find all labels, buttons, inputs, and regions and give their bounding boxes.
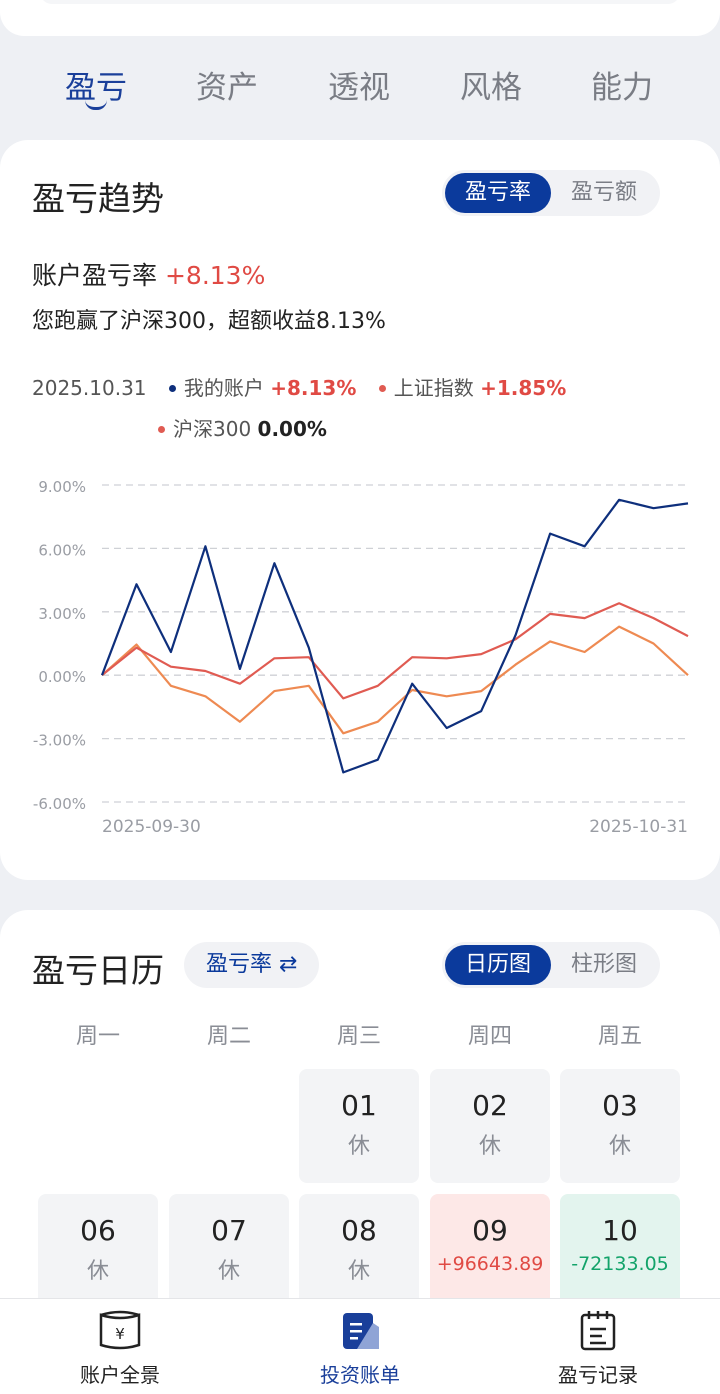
day-profit-amount: -72133.05 [571,1253,669,1275]
legend-dot-account [168,384,176,392]
y-tick-label: -3.00% [33,732,86,750]
nav-label: 投资账单 [320,1363,400,1387]
profit-trend-chart[interactable]: 9.00% 6.00% 3.00% 0.00% -3.00% -6.00% 2025-09-… [0,470,720,850]
y-tick-label: 3.00% [38,605,86,623]
calendar-day[interactable]: 06 休 [38,1194,158,1308]
tab-style[interactable]: 风格 [460,70,522,106]
benchmark-summary: 您跑赢了沪深300，超额收益8.13% [32,309,386,334]
weekday-fri: 周五 [597,1024,642,1049]
day-number: 09 [472,1214,508,1247]
nav-label: 账户全景 [80,1363,160,1387]
weekday-tue: 周二 [206,1024,251,1049]
legend-name-account: 我的账户 [183,376,264,400]
day-status: 休 [347,1134,370,1159]
day-status: 休 [217,1259,240,1284]
day-status: 休 [608,1134,631,1159]
y-tick-label: 6.00% [38,541,86,559]
legend-dot-csi300 [158,425,165,433]
nav-label: 盈亏记录 [558,1363,638,1387]
top-summary-card [0,0,720,36]
calendar-day-loss[interactable]: 10 -72133.05 [560,1194,680,1308]
nav-profit-records[interactable]: 盈亏记录 [518,1309,678,1388]
analysis-tabs: 盈亏 资产 透视 风格 能力 [0,56,720,126]
chart-legend-row-1: 2025.10.31 我的账户 +8.13% 上证指数 +1.85% [32,372,566,401]
series-line [101,625,689,735]
calendar-day[interactable]: 01 休 [299,1069,419,1183]
account-rate-value: +8.13% [164,261,266,290]
legend-name-sse: 上证指数 [393,376,474,400]
day-number: 08 [341,1214,377,1247]
calendar-title: 盈亏日历 [32,951,164,990]
nav-investment-bill[interactable]: 投资账单 [280,1309,440,1388]
toggle-calendar-view[interactable]: 日历图 [445,945,552,985]
profit-calendar-card: 盈亏日历 盈亏率 ⇄ 日历图 柱形图 周一 周二 周三 周四 周五 01 休 0… [0,910,720,1330]
day-status: 休 [478,1134,501,1159]
svg-text:¥: ¥ [115,1325,125,1343]
legend-value-sse: +1.85% [480,376,567,400]
x-start-label: 2025-09-30 [102,817,201,837]
account-rate: 账户盈亏率 +8.13% [32,256,265,292]
day-status: 休 [86,1259,109,1284]
legend-name-csi300: 沪深300 [173,417,252,441]
tab-ability[interactable]: 能力 [591,70,653,106]
day-number: 02 [472,1089,508,1122]
calendar-day[interactable]: 07 休 [169,1194,289,1308]
legend-value-csi300: 0.00% [257,417,327,441]
calendar-day[interactable]: 08 休 [299,1194,419,1308]
day-number: 07 [211,1214,247,1247]
chart-legend-row-2: 沪深300 0.00% [142,413,327,442]
calendar-day-gain[interactable]: 09 +96643.89 [430,1194,550,1308]
legend-date: 2025.10.31 [32,376,147,400]
x-end-label: 2025-10-31 [589,817,688,837]
toggle-rate[interactable]: 盈亏率 [445,173,552,213]
day-status: 休 [347,1259,370,1284]
day-profit-amount: +96643.89 [436,1253,544,1275]
toggle-amount[interactable]: 盈亏额 [571,180,638,205]
weekday-wed: 周三 [336,1024,381,1049]
top-summary-inner [40,0,680,4]
calendar-view-toggle: 日历图 柱形图 [442,942,661,988]
weekday-mon: 周一 [75,1024,120,1049]
y-tick-label: 9.00% [38,478,86,496]
day-number: 10 [602,1214,638,1247]
weekday-thu: 周四 [467,1024,512,1049]
day-number: 01 [341,1089,377,1122]
wallet-icon: ¥ [99,1310,141,1350]
tab-active-indicator [85,100,107,110]
legend-value-account: +8.13% [270,376,357,400]
document-icon [343,1313,379,1349]
day-number: 06 [80,1214,116,1247]
tab-perspective[interactable]: 透视 [328,70,390,106]
trend-mode-toggle: 盈亏率 盈亏额 [442,170,661,216]
calendar-metric-switch[interactable]: 盈亏率 ⇄ [184,942,320,988]
day-number: 03 [602,1089,638,1122]
bottom-navigation: ¥ 账户全景 投资账单 盈亏记录 [0,1298,720,1394]
tab-assets[interactable]: 资产 [196,70,258,106]
legend-dot-sse [378,384,386,392]
series-line [100,498,689,774]
account-rate-label: 账户盈亏率 [32,261,158,290]
toggle-bar-view[interactable]: 柱形图 [571,952,638,977]
trend-title: 盈亏趋势 [32,179,164,218]
nav-account-overview[interactable]: ¥ 账户全景 [40,1309,200,1388]
calendar-day[interactable]: 03 休 [560,1069,680,1183]
clipboard-icon [580,1311,616,1351]
series-line [101,602,689,700]
profit-trend-card: 盈亏趋势 盈亏率 盈亏额 账户盈亏率 +8.13% 您跑赢了沪深300，超额收益… [0,140,720,880]
calendar-day[interactable]: 02 休 [430,1069,550,1183]
y-tick-label: 0.00% [38,668,86,686]
y-tick-label: -6.00% [33,795,86,813]
